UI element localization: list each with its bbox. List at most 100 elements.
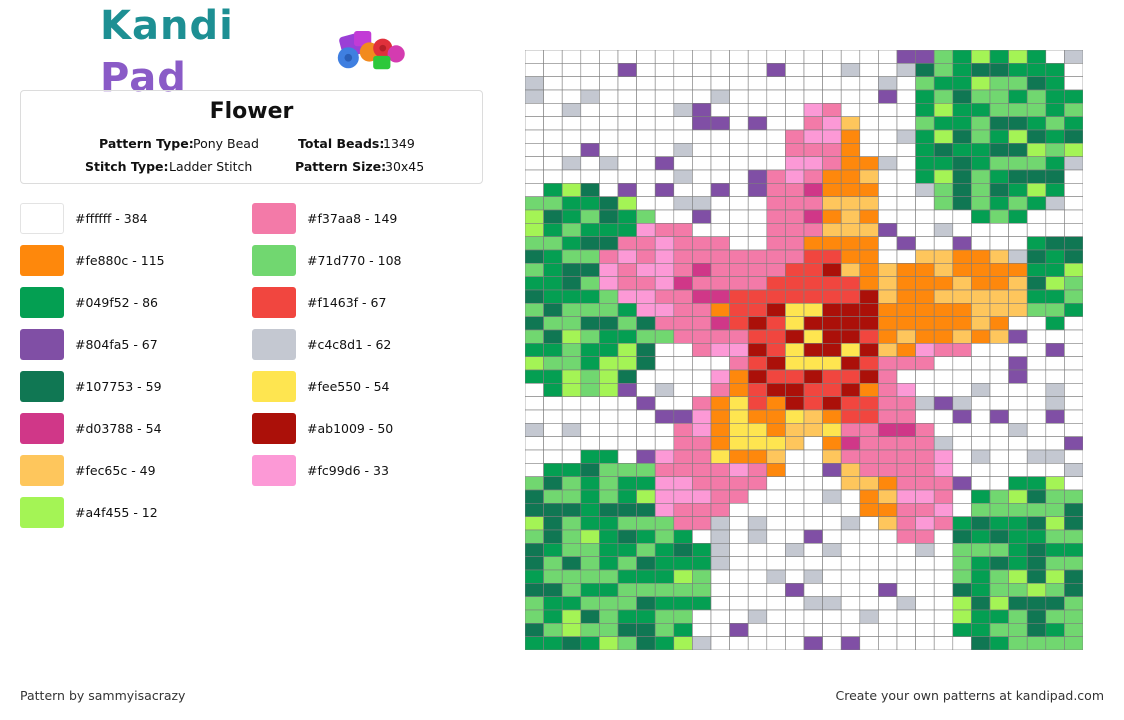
bead-cell: [692, 583, 712, 597]
bead-cell: [617, 423, 637, 437]
bead-cell: [543, 196, 563, 211]
bead-cell: [617, 609, 637, 624]
bead-cell: [525, 583, 544, 597]
bead-cell: [580, 449, 600, 464]
bead-cell: [840, 236, 861, 251]
bead-cell: [692, 396, 712, 411]
bead-cell: [785, 89, 805, 104]
bead-cell: [1064, 369, 1083, 384]
bead-cell: [1045, 196, 1065, 211]
bead-cell: [915, 103, 935, 117]
bead-cell: [785, 436, 805, 451]
bead-cell: [971, 169, 991, 184]
bead-cell: [785, 569, 805, 584]
bead-cell: [654, 436, 675, 451]
bead-cell: [840, 183, 861, 197]
bead-cell: [525, 476, 544, 491]
bead-cell: [915, 543, 935, 557]
bead-cell: [1045, 609, 1065, 624]
bead-cell: [859, 263, 879, 277]
bead-cell: [692, 276, 712, 291]
bead-cell: [896, 143, 916, 157]
bead-cell: [543, 396, 563, 411]
bead-cell: [915, 463, 935, 477]
bead-cell: [840, 156, 861, 171]
bead-cell: [989, 183, 1009, 197]
bead-cell: [1008, 156, 1028, 171]
bead-cell: [747, 569, 768, 584]
bead-cell: [803, 329, 823, 344]
bead-cell: [1026, 423, 1047, 437]
color-swatch: [252, 412, 296, 444]
bead-cell: [543, 529, 563, 544]
bead-cell: [636, 609, 656, 624]
bead-cell: [822, 436, 842, 451]
bead-cell: [599, 249, 619, 264]
bead-cell: [840, 129, 861, 144]
bead-cell: [710, 156, 730, 171]
bead-cell: [673, 169, 693, 184]
bead-cell: [822, 356, 842, 371]
bead-cell: [543, 369, 563, 384]
bead-cell: [878, 343, 898, 357]
bead-cell: [1008, 329, 1028, 344]
pattern-author: Pattern by sammyisacrazy: [20, 688, 186, 703]
bead-cell: [636, 583, 656, 597]
bead-cell: [636, 476, 656, 491]
bead-pattern-grid[interactable]: [525, 50, 1083, 650]
bead-cell: [859, 156, 879, 171]
bead-cell: [580, 116, 600, 131]
bead-cell: [952, 636, 972, 650]
bead-cell: [617, 503, 637, 517]
bead-cell: [896, 303, 916, 317]
bead-cell: [692, 303, 712, 317]
bead-cell: [915, 303, 935, 317]
bead-cell: [599, 316, 619, 331]
bead-cell: [896, 409, 916, 424]
bead-cell: [971, 503, 991, 517]
bead-cell: [617, 276, 637, 291]
bead-cell: [878, 196, 898, 211]
bead-cell: [952, 63, 972, 77]
bead-cell: [561, 423, 582, 437]
bead-cell: [859, 103, 879, 117]
bead-cell: [971, 89, 991, 104]
bead-cell: [766, 543, 786, 557]
kandipad-logo[interactable]: Kandi Pad: [100, 3, 410, 101]
bead-cell: [803, 76, 823, 91]
bead-cell: [747, 596, 768, 611]
bead-cell: [840, 316, 861, 331]
bead-cell: [1008, 409, 1028, 424]
color-legend-item: #049f52 - 86: [20, 286, 158, 318]
bead-cell: [673, 396, 693, 411]
bead-cell: [952, 303, 972, 317]
bead-cell: [952, 103, 972, 117]
bead-cell: [766, 516, 786, 531]
bead-cell: [971, 596, 991, 611]
bead-cell: [766, 569, 786, 584]
bead-cell: [878, 449, 898, 464]
kandipad-link[interactable]: Create your own patterns at kandipad.com: [835, 688, 1104, 703]
bead-cell: [822, 209, 842, 224]
bead-cell: [989, 396, 1009, 411]
bead-cell: [840, 116, 861, 131]
bead-cell: [971, 156, 991, 171]
bead-cell: [803, 50, 823, 64]
bead-cell: [617, 369, 637, 384]
bead-cell: [543, 449, 563, 464]
bead-cell: [859, 396, 879, 411]
bead-cell: [785, 476, 805, 491]
bead-cell: [673, 556, 693, 571]
bead-cell: [933, 463, 954, 477]
bead-cell: [971, 476, 991, 491]
bead-cell: [654, 169, 675, 184]
bead-cell: [654, 543, 675, 557]
bead-cell: [636, 436, 656, 451]
bead-cell: [710, 329, 730, 344]
bead-cell: [673, 583, 693, 597]
bead-cell: [525, 516, 544, 531]
bead-cell: [710, 569, 730, 584]
color-swatch-label: #049f52 - 86: [75, 294, 159, 310]
bead-cell: [692, 236, 712, 251]
bead-cell: [525, 489, 544, 504]
